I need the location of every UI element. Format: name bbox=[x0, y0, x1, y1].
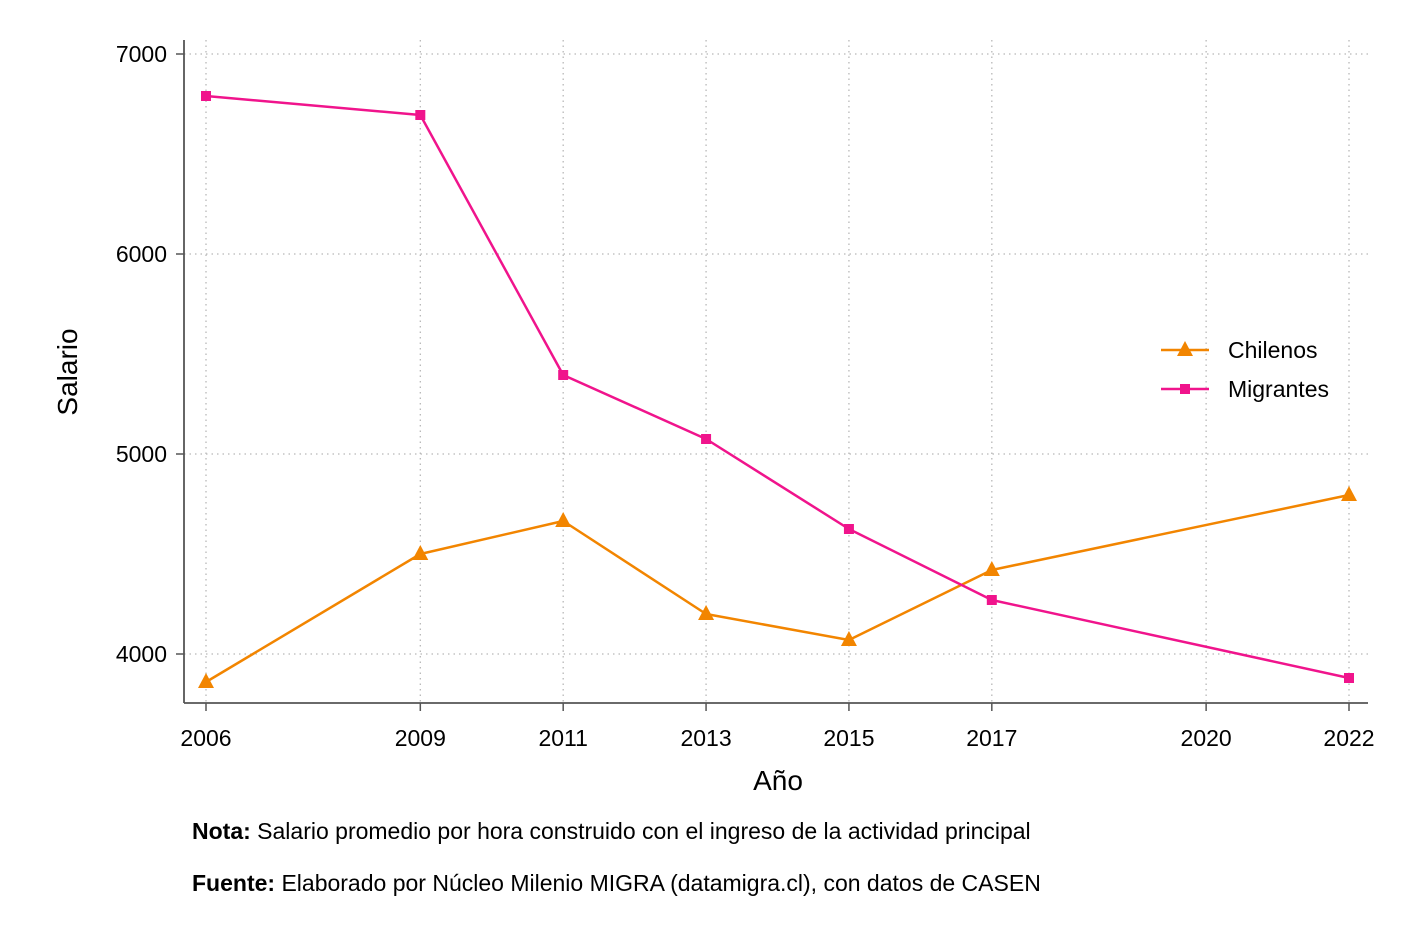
x-tick-label: 2011 bbox=[538, 725, 587, 751]
data-point bbox=[698, 605, 715, 620]
legend-label: Migrantes bbox=[1228, 376, 1329, 402]
line-chart: 4000 5000 6000 7000 2006 2009 2011 2013 2015 2017… bbox=[52, 40, 1375, 796]
data-point bbox=[1341, 486, 1357, 501]
data-point bbox=[701, 434, 712, 444]
data-series bbox=[198, 91, 1357, 688]
footnote-label: Nota: bbox=[192, 818, 251, 844]
data-point bbox=[198, 673, 214, 688]
data-point bbox=[415, 110, 426, 120]
x-tick-label: 2020 bbox=[1181, 725, 1232, 751]
data-point bbox=[986, 595, 997, 605]
x-tick-label: 2015 bbox=[823, 725, 874, 751]
series-migrantes bbox=[201, 91, 1354, 683]
data-point bbox=[840, 631, 857, 646]
legend-marker bbox=[1180, 384, 1190, 394]
data-point bbox=[843, 524, 854, 534]
x-tick-label: 2017 bbox=[966, 725, 1017, 751]
series-chilenos bbox=[198, 486, 1357, 688]
x-tick-label: 2013 bbox=[680, 725, 731, 751]
data-point bbox=[555, 512, 572, 527]
data-point bbox=[201, 91, 211, 101]
legend-marker bbox=[1177, 341, 1193, 356]
x-tick-label: 2022 bbox=[1323, 725, 1374, 751]
x-tick-label: 2006 bbox=[180, 725, 231, 751]
data-point bbox=[1344, 673, 1354, 683]
source-text: Elaborado por Núcleo Milenio MIGRA (data… bbox=[275, 870, 1041, 896]
axes: 4000 5000 6000 7000 2006 2009 2011 2013 2015 2017… bbox=[116, 40, 1375, 751]
x-axis-label: Año bbox=[753, 765, 803, 796]
series-line bbox=[205, 94, 1350, 680]
y-axis-label: Salario bbox=[52, 328, 83, 415]
x-tick-label: 2009 bbox=[395, 725, 446, 751]
source-note: Fuente: Elaborado por Núcleo Milenio MIG… bbox=[192, 870, 1041, 897]
y-tick-label: 6000 bbox=[116, 241, 167, 267]
footnote: Nota: Salario promedio por hora construi… bbox=[192, 818, 1031, 845]
legend-label: Chilenos bbox=[1228, 337, 1318, 363]
footnote-text: Salario promedio por hora construido con… bbox=[250, 818, 1031, 844]
y-tick-label: 7000 bbox=[116, 41, 167, 67]
data-point bbox=[983, 561, 1000, 576]
grid-lines bbox=[184, 40, 1368, 703]
source-label: Fuente: bbox=[192, 870, 276, 896]
legend: Chilenos Migrantes bbox=[1161, 337, 1329, 402]
data-point bbox=[412, 545, 429, 560]
y-tick-label: 5000 bbox=[116, 441, 167, 467]
data-point bbox=[558, 370, 569, 380]
y-tick-label: 4000 bbox=[116, 641, 167, 667]
